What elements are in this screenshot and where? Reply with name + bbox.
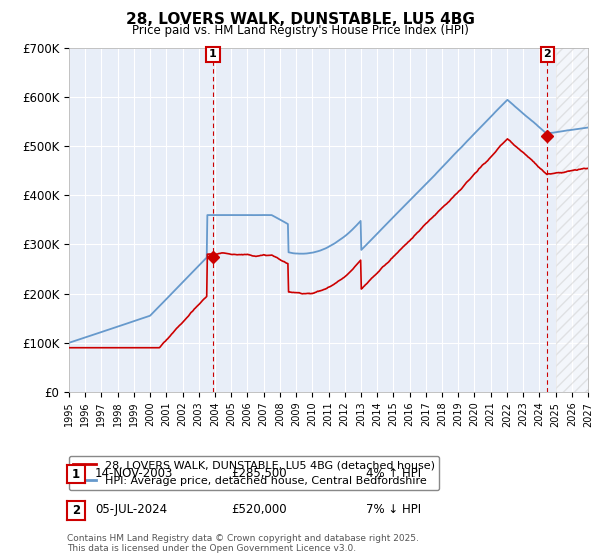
Text: 4% ↑ HPI: 4% ↑ HPI xyxy=(366,466,421,480)
Text: £520,000: £520,000 xyxy=(231,503,287,516)
Text: Price paid vs. HM Land Registry's House Price Index (HPI): Price paid vs. HM Land Registry's House … xyxy=(131,24,469,37)
Text: 7% ↓ HPI: 7% ↓ HPI xyxy=(366,503,421,516)
Text: 05-JUL-2024: 05-JUL-2024 xyxy=(95,503,167,516)
Text: 2: 2 xyxy=(72,504,80,517)
Text: 1: 1 xyxy=(209,49,217,59)
Bar xyxy=(556,48,588,392)
Legend: 28, LOVERS WALK, DUNSTABLE, LU5 4BG (detached house), HPI: Average price, detach: 28, LOVERS WALK, DUNSTABLE, LU5 4BG (det… xyxy=(69,456,439,490)
Text: 2: 2 xyxy=(544,49,551,59)
Text: 14-NOV-2003: 14-NOV-2003 xyxy=(95,466,173,480)
Text: Contains HM Land Registry data © Crown copyright and database right 2025.
This d: Contains HM Land Registry data © Crown c… xyxy=(67,534,419,553)
Text: 1: 1 xyxy=(72,468,80,480)
Bar xyxy=(556,48,588,392)
Text: £285,500: £285,500 xyxy=(231,466,287,480)
Text: 28, LOVERS WALK, DUNSTABLE, LU5 4BG: 28, LOVERS WALK, DUNSTABLE, LU5 4BG xyxy=(125,12,475,27)
